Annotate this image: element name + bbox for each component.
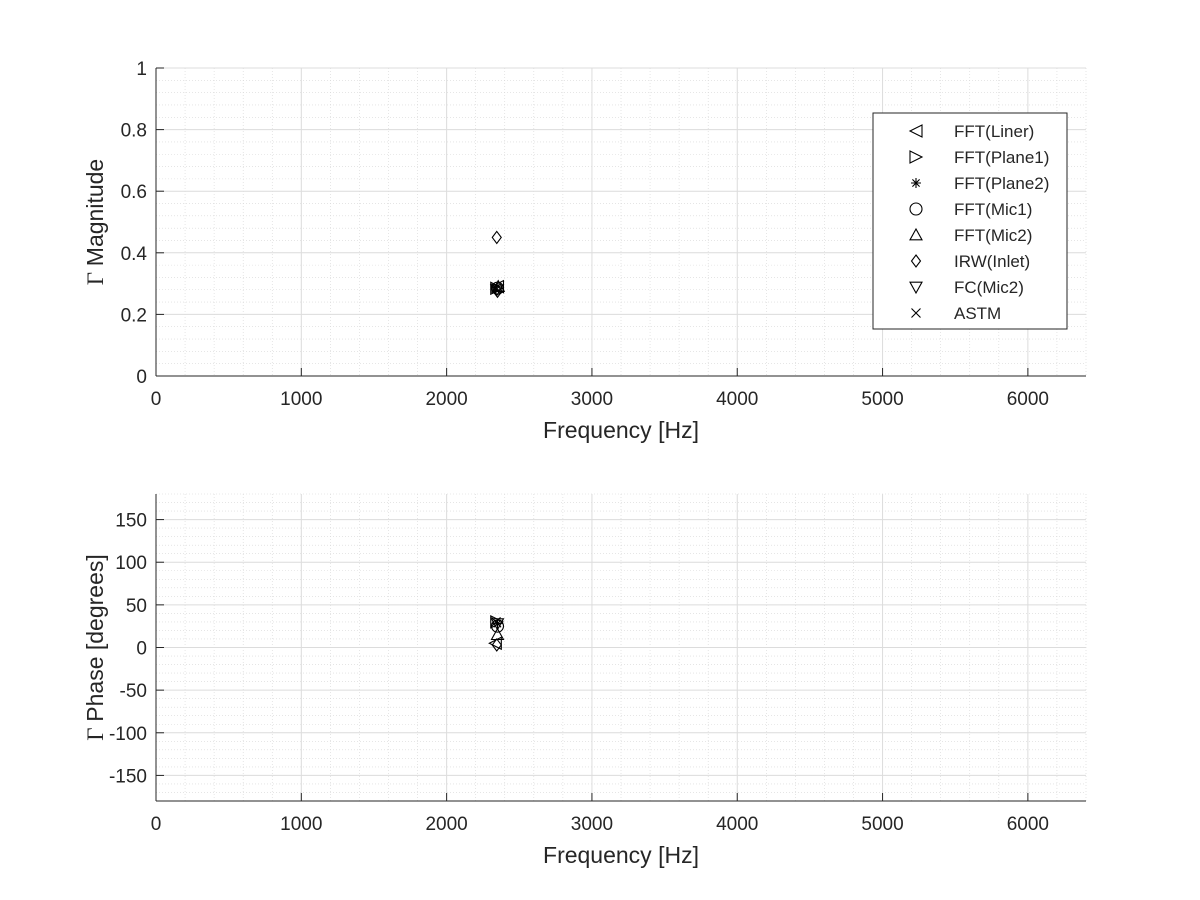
y-tick-label: 100 bbox=[115, 553, 147, 574]
x-tick-label: 0 bbox=[151, 389, 162, 410]
y-tick-label: 1 bbox=[136, 59, 147, 80]
y-tick-label: -150 bbox=[109, 766, 147, 787]
plot-panel-1: 0 1000 2000 3000 4000 5000 6000 0 0.2 0.4 0.6 0.8 1 F… bbox=[82, 59, 1087, 443]
legend-marker bbox=[909, 227, 923, 241]
x-tick-label: 6000 bbox=[1007, 389, 1049, 410]
y-axis-label-symbol: Γ bbox=[83, 722, 108, 741]
legend-entry-label: ASTM bbox=[954, 304, 1001, 323]
y-axis-label: Γ Phase [degrees] bbox=[82, 554, 108, 741]
legend-entry-label: FC(Mic2) bbox=[954, 278, 1024, 297]
data-point bbox=[491, 638, 502, 652]
y-tick-label: -100 bbox=[109, 724, 147, 745]
x-tick-label: 1000 bbox=[280, 389, 322, 410]
y-tick-label: 0.4 bbox=[121, 244, 148, 265]
legend-marker bbox=[909, 202, 923, 216]
legend-box bbox=[872, 112, 1068, 330]
x-tick-label: 4000 bbox=[716, 814, 758, 835]
y-tick-label: 0 bbox=[136, 639, 147, 660]
x-tick-label: 1000 bbox=[280, 814, 322, 835]
y-axis-label-text: Phase [degrees] bbox=[82, 554, 108, 722]
y-axis-label: Γ Magnitude bbox=[82, 159, 108, 285]
x-axis-label: Frequency [Hz] bbox=[543, 417, 699, 443]
y-tick-label: -50 bbox=[120, 681, 147, 702]
y-axis-label-symbol: Γ bbox=[83, 266, 108, 285]
x-tick-label: 2000 bbox=[425, 814, 467, 835]
legend-marker bbox=[909, 281, 923, 295]
y-tick-label: 50 bbox=[126, 596, 147, 617]
legend: FFT(Liner) FFT(Plane1) FFT(Plane2) FFT(Mic1… bbox=[872, 112, 1068, 330]
data-point bbox=[491, 230, 502, 245]
legend-marker bbox=[911, 308, 921, 318]
y-tick-label: 0 bbox=[136, 367, 147, 388]
x-axis-label: Frequency [Hz] bbox=[543, 842, 699, 868]
legend-entry-label: FFT(Plane2) bbox=[954, 174, 1049, 193]
legend-marker bbox=[908, 124, 923, 138]
x-tick-label: 3000 bbox=[571, 814, 613, 835]
legend-entry-label: IRW(Inlet) bbox=[954, 252, 1030, 271]
x-tick-label: 4000 bbox=[716, 389, 758, 410]
data-point bbox=[491, 283, 501, 294]
legend-entry-label: FFT(Liner) bbox=[954, 122, 1034, 141]
x-tick-label: 6000 bbox=[1007, 814, 1049, 835]
x-tick-label: 5000 bbox=[861, 389, 903, 410]
y-tick-label: 150 bbox=[115, 511, 147, 532]
data-point bbox=[491, 617, 501, 627]
y-tick-label: 0.6 bbox=[121, 182, 147, 203]
y-tick-label: 0.2 bbox=[121, 305, 147, 326]
legend-entry-label: FFT(Mic2) bbox=[954, 226, 1032, 245]
data-point bbox=[491, 284, 502, 295]
legend-marker bbox=[910, 254, 922, 268]
legend-entry-label: FFT(Plane1) bbox=[954, 148, 1049, 167]
data-point bbox=[491, 279, 506, 293]
x-tick-label: 0 bbox=[151, 814, 162, 835]
plot-panel-2: 0 1000 2000 3000 4000 5000 6000 -150 -100 -50 0 50 1… bbox=[82, 493, 1087, 868]
x-tick-label: 3000 bbox=[571, 389, 613, 410]
legend-entry-label: FFT(Mic1) bbox=[954, 200, 1032, 219]
y-tick-label: 0.8 bbox=[121, 121, 147, 142]
x-tick-label: 5000 bbox=[861, 814, 903, 835]
y-axis-label-text: Magnitude bbox=[82, 159, 108, 266]
legend-marker bbox=[911, 178, 921, 188]
legend-marker bbox=[909, 150, 924, 164]
x-tick-label: 2000 bbox=[425, 389, 467, 410]
